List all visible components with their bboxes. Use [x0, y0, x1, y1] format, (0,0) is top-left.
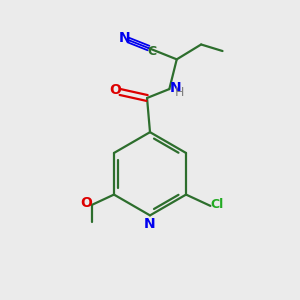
Text: N: N	[170, 81, 182, 95]
Text: N: N	[144, 217, 156, 231]
Text: N: N	[118, 31, 130, 45]
Text: Cl: Cl	[210, 199, 224, 212]
Text: O: O	[109, 83, 121, 97]
Text: C: C	[148, 45, 157, 58]
Text: O: O	[80, 196, 92, 210]
Text: H: H	[175, 85, 184, 98]
